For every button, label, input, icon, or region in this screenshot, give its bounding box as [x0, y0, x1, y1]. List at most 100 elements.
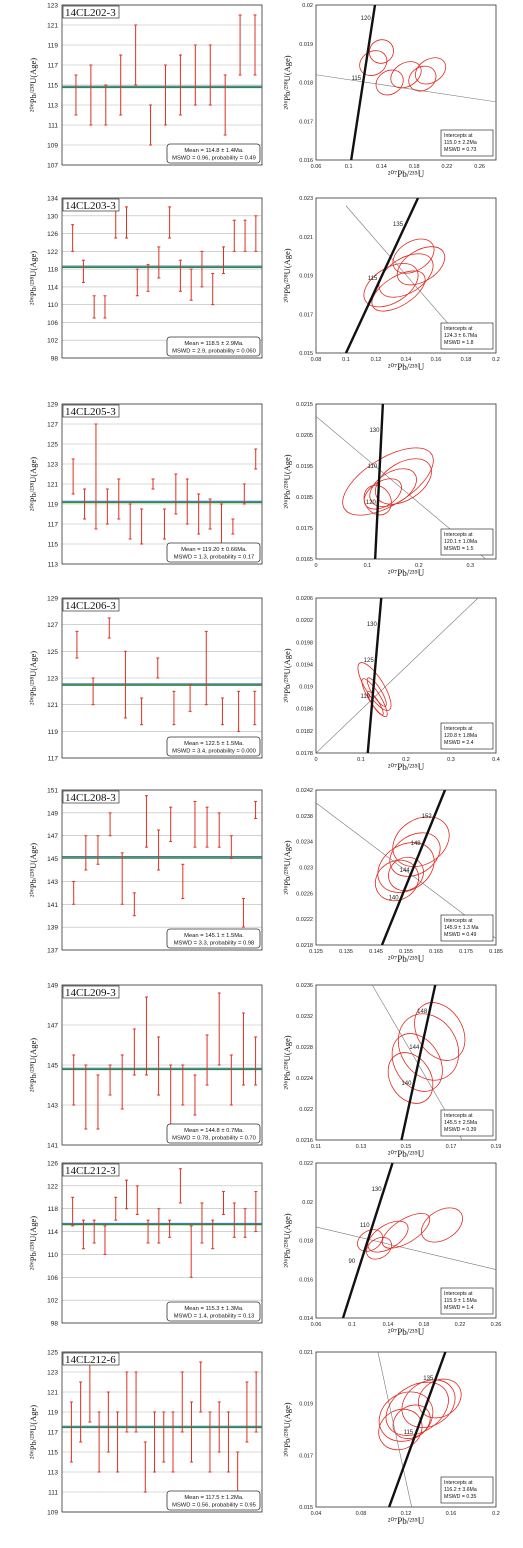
y-tick-label: 113 — [48, 103, 59, 110]
concordia-chart-5: 148 144 140 0.11 0.13 0.15 0.17 0.19 0.0216 0.022… — [282, 983, 501, 1159]
plot-frame — [61, 984, 263, 1146]
y-tick-label: 98 — [51, 356, 59, 363]
intercept-text: Intercepts at — [444, 1291, 473, 1297]
y-tick-label: 145 — [47, 856, 58, 863]
x-tick-label: 0.16 — [431, 357, 442, 363]
y-tick-label: 0.022 — [299, 1107, 313, 1113]
concordia-age-label: 120 — [361, 16, 372, 22]
concordia-age-label: 115 — [404, 1430, 414, 1436]
summary-mswd: MSWD = 0.78, probability = 0.70 — [172, 1136, 256, 1142]
sample-label-box — [62, 5, 120, 19]
plot-frame — [61, 597, 263, 759]
y-tick-label: 111 — [48, 123, 58, 130]
summary-box: Mean = 144.8 ± 0.7Ma. MSWD = 0.78, probab… — [166, 1123, 261, 1144]
error-ellipse — [387, 1052, 434, 1104]
y-tick-label: 0.018 — [299, 81, 313, 87]
y-tick-label: 147 — [47, 833, 58, 840]
y-tick-label: 143 — [47, 879, 58, 886]
y-tick-label: 113 — [48, 562, 59, 569]
concordia-age-label: 90 — [348, 1259, 355, 1265]
y-tick-label: 109 — [47, 1510, 58, 1517]
sample-label-box — [62, 1352, 120, 1366]
sample-label-box — [62, 1163, 120, 1177]
intercept-text: 115.9 ± 1.5Ma — [444, 1298, 477, 1304]
y-tick-label: 126 — [47, 1161, 58, 1168]
concordia-chart-3: 130 125 110 0 0.1 0.2 0.3 0.4 0.0178 0.0182 0.0186… — [282, 596, 500, 772]
intercept-text: MSWD = 0.49 — [444, 932, 477, 938]
error-ellipse — [357, 662, 392, 711]
concordia-age-label: 125 — [364, 658, 375, 664]
intercept-box-frame — [440, 1287, 494, 1315]
y-tick-label: 129 — [47, 402, 58, 409]
y-tick-label: 119 — [48, 729, 59, 736]
discordia-line — [316, 598, 479, 753]
y-tick-label: 125 — [47, 649, 58, 656]
x-tick-label: 0.14 — [376, 164, 387, 170]
summary-mean: Mean = 119.20 ± 0.66Ma. — [181, 547, 247, 553]
y-tick-label: 147 — [47, 1023, 58, 1030]
x-tick-label: 0.145 — [369, 949, 383, 955]
y-tick-label: 0.0178 — [296, 751, 313, 757]
summary-mean: Mean = 118.5 ± 2.9Ma. — [184, 341, 244, 347]
y-tick-label: 110 — [48, 1252, 59, 1259]
sample-label-text: 14CL203-3 — [65, 200, 116, 212]
x-tick-label: 0.06 — [311, 1322, 322, 1328]
concordia-age-label: 135 — [393, 222, 404, 228]
x-axis-label: ²⁰⁷Pb/²³⁵U — [388, 1327, 425, 1337]
concordia-age-label: 144 — [409, 1045, 420, 1051]
y-tick-label: 0.0185 — [296, 495, 313, 501]
weighted-mean-chart-3: 117 119 121 123 125 127 129 14CL206-3 Mean = 122… — [28, 596, 263, 763]
sample-label-text: 14CL212-3 — [65, 1165, 116, 1177]
y-tick-label: 0.0216 — [296, 1138, 313, 1144]
y-tick-label: 0.0175 — [296, 526, 313, 532]
intercept-text: MSWD = 1.4 — [444, 1305, 474, 1311]
intercept-text: 145.5 ± 2.5Ma — [444, 1120, 477, 1126]
plot-frame — [61, 1162, 263, 1324]
summary-box-frame — [166, 143, 261, 164]
weighted-mean-chart-4: 137 139 141 143 145 147 149 151 14CL208-3 Mean = … — [28, 788, 263, 955]
x-tick-label: 0.3 — [466, 563, 474, 569]
summary-mswd: MSWD = 0.96, probability = 0.49 — [172, 156, 256, 162]
concordia-age-label: 140 — [401, 1081, 412, 1087]
concordia-curve — [341, 1163, 394, 1318]
summary-mean: Mean = 122.5 ± 1.5Ma. — [184, 741, 244, 747]
y-tick-label: 0.02 — [302, 3, 313, 9]
x-tick-label: 0.04 — [311, 1511, 322, 1517]
y-tick-label: 0.0232 — [296, 1014, 313, 1020]
intercept-text: MSWD = 0.39 — [444, 1127, 477, 1133]
summary-mean: Mean = 144.8 ± 0.7Ma. — [184, 1128, 244, 1134]
y-axis-label: ²⁰⁶Pb/²³⁸U(Age) — [28, 1216, 38, 1270]
intercept-box-frame — [440, 322, 494, 350]
y-tick-label: 111 — [48, 1490, 58, 1497]
error-ellipse — [375, 69, 404, 96]
summary-box: Mean = 115.3 ± 1.3Ma. MSWD = 1.4, probabi… — [166, 1301, 261, 1322]
y-tick-label: 151 — [47, 788, 58, 795]
summary-box-frame — [166, 1301, 261, 1322]
y-tick-label: 141 — [47, 902, 58, 909]
error-ellipse — [366, 1236, 392, 1260]
x-tick-label: 0.06 — [311, 164, 322, 170]
intercept-text: MSWD = 0.73 — [444, 147, 477, 153]
concordia-curve — [387, 1352, 447, 1507]
y-tick-label: 122 — [47, 249, 58, 256]
x-axis-label: ²⁰⁷Pb/²³⁵U — [388, 954, 425, 964]
sample-label-text: 14CL212-6 — [65, 1354, 116, 1366]
plot-frame — [61, 4, 263, 166]
error-ellipse — [392, 816, 450, 867]
y-axis-label: ²⁰⁶Pb/²³⁸U(Age) — [282, 1402, 292, 1456]
plot-area: 135 115 — [344, 198, 459, 353]
intercept-text: MSWD = 0.35 — [444, 1494, 477, 1500]
intercept-text: MSWD = 1.8 — [444, 340, 474, 346]
y-tick-label: 113 — [48, 1470, 59, 1477]
weighted-mean-chart-5: 141 143 145 147 149 14CL209-3 Mean = 144.8 ± 0… — [28, 983, 263, 1150]
plot-frame — [61, 403, 263, 565]
x-tick-label: 0.13 — [356, 1144, 367, 1150]
plot-area: 130 110 90 — [316, 1163, 496, 1318]
y-axis-label: ²⁰⁶Pb/²³⁸U(Age) — [282, 1035, 292, 1089]
plot-frame — [61, 197, 263, 359]
y-tick-label: 134 — [47, 196, 58, 203]
